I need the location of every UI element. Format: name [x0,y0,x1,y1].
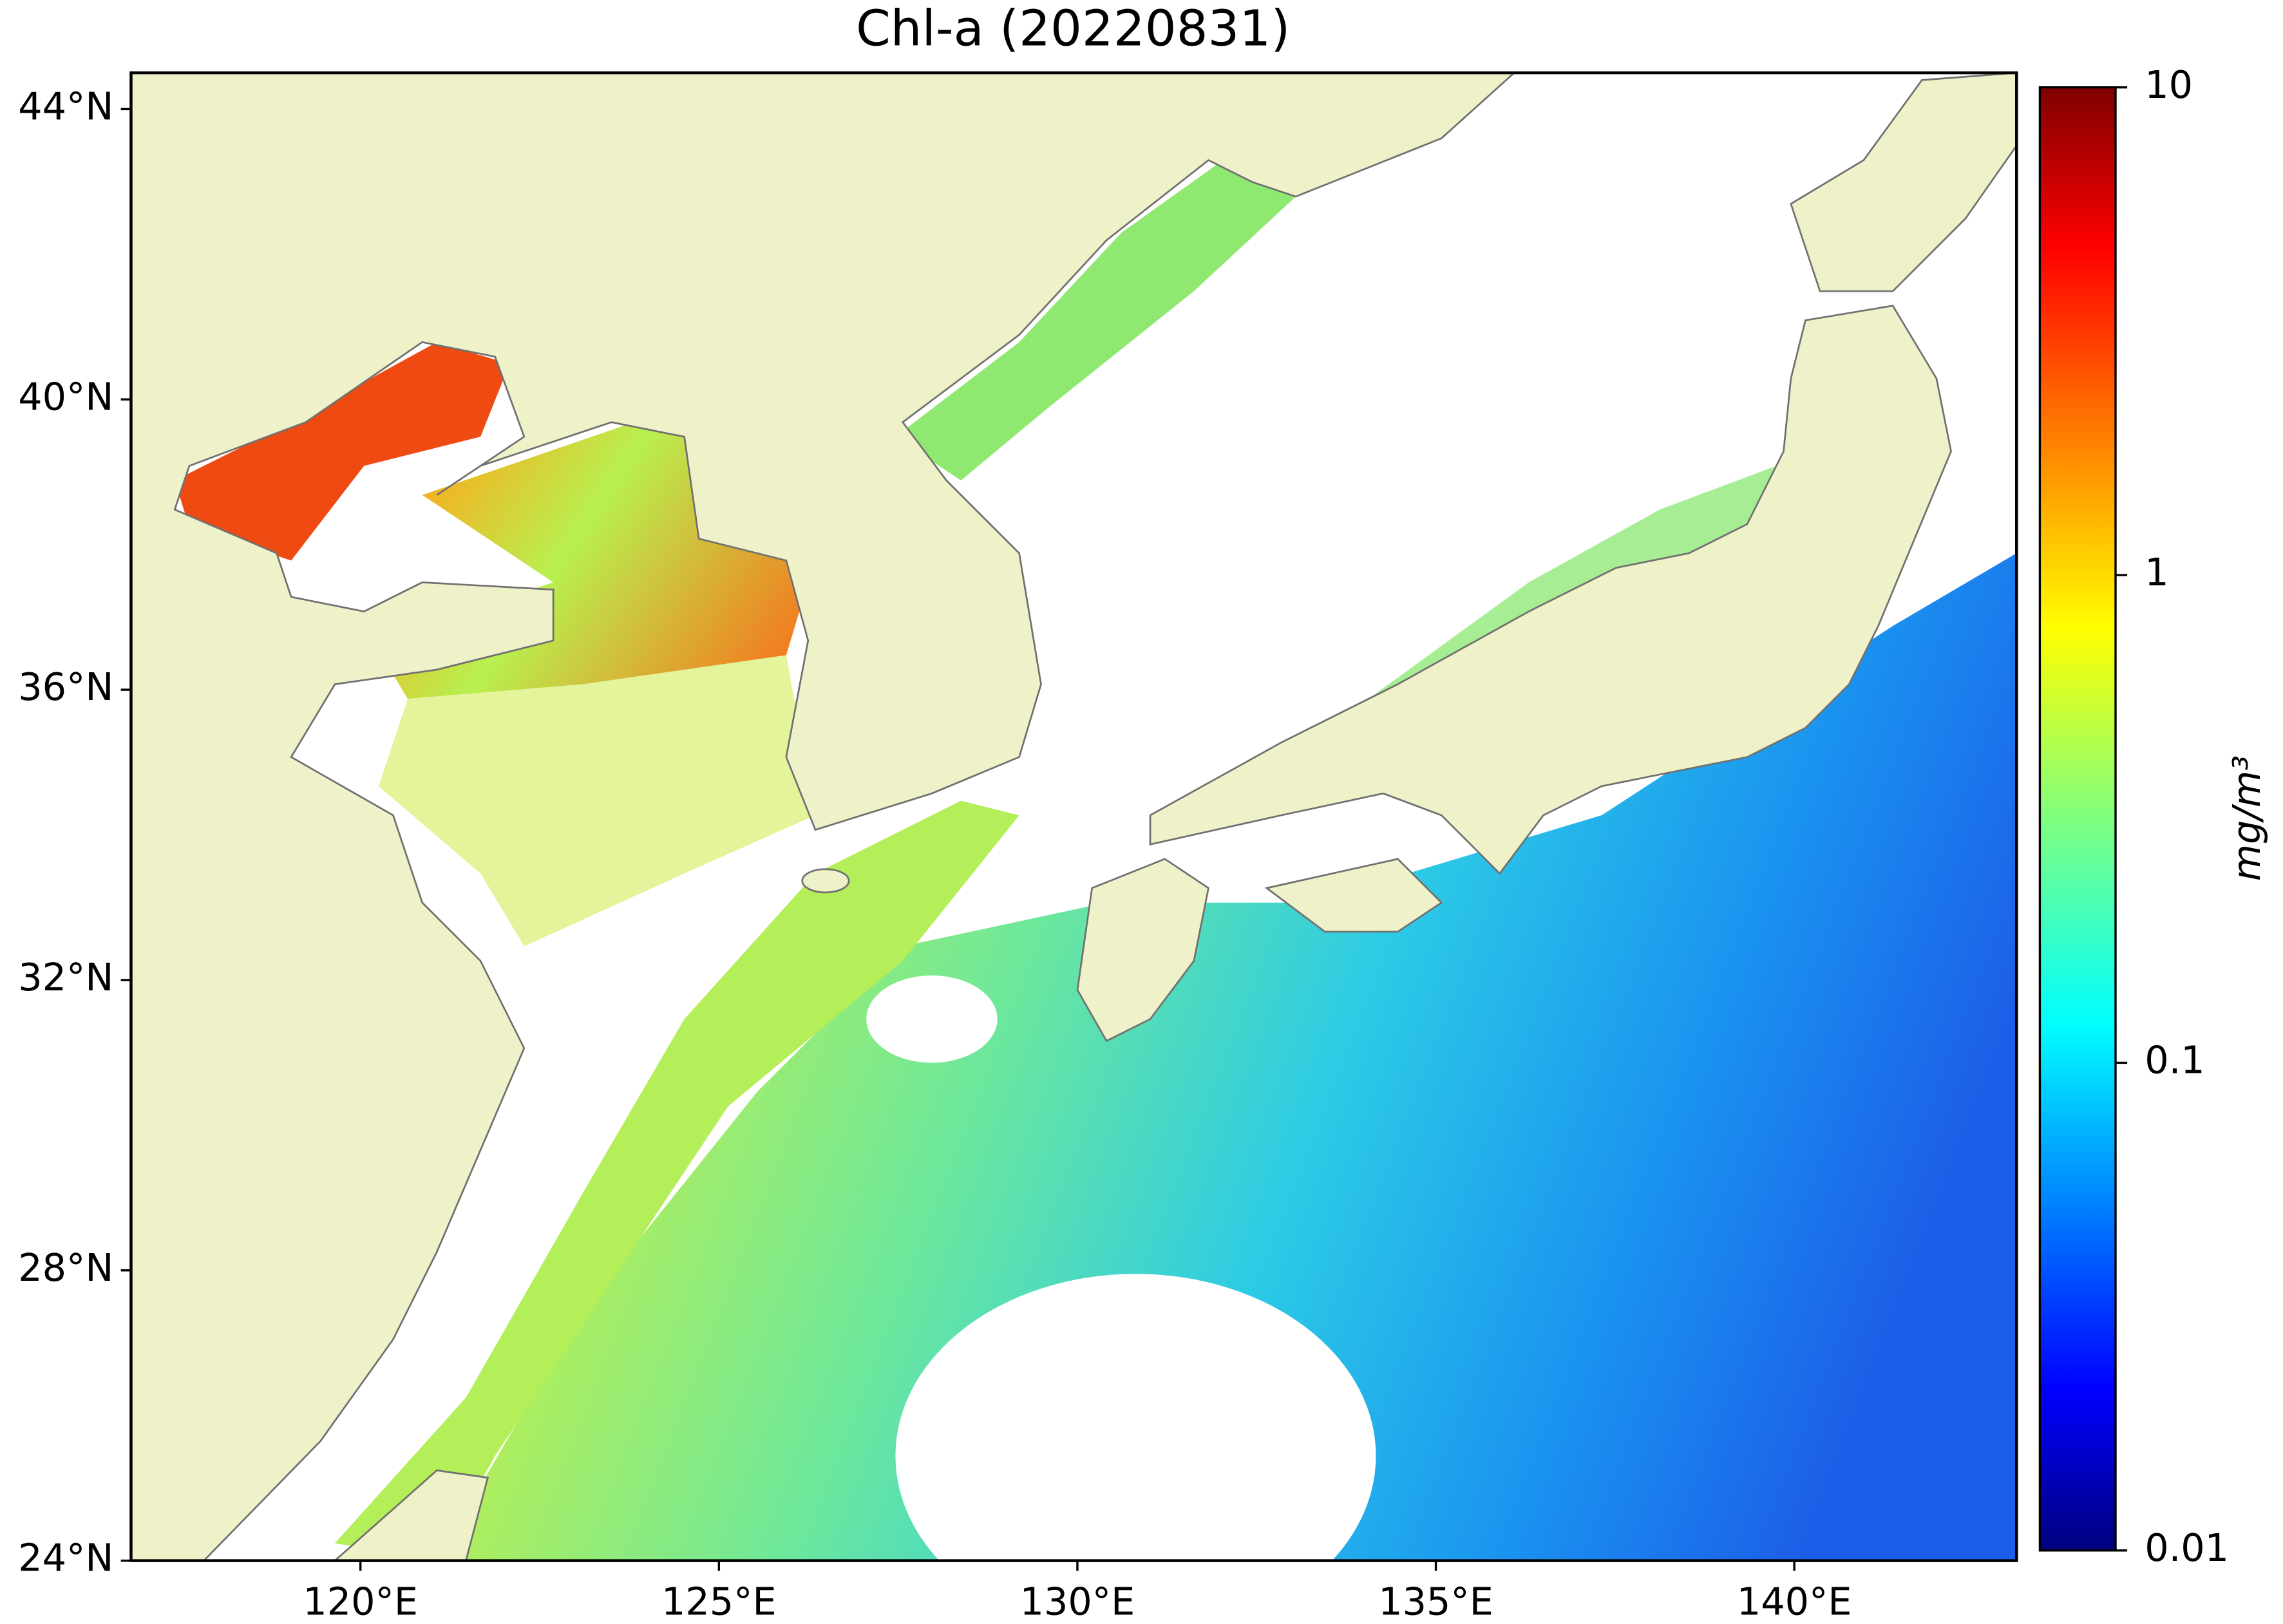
chlorophyll-field [334,800,1019,1561]
x-tick-label: 130°E [1020,1580,1135,1624]
chlorophyll-field [437,553,2017,1561]
land [1149,305,1952,875]
colorbar-label: mg/m³ [2224,755,2269,881]
chlorophyll-field [895,160,1296,481]
y-tick-label: 32°N [18,955,113,999]
land [333,1469,489,1561]
y-tick-label: 24°N [18,1536,113,1580]
y-tick-label: 40°N [18,374,113,419]
colorbar-tick-label: 0.1 [2145,1038,2204,1082]
chlorophyll-field [175,342,510,561]
y-tick-label: 28°N [18,1245,113,1290]
colorbar-tick-label: 0.01 [2145,1525,2229,1570]
land [1264,858,1443,933]
colorbar-tick-label: 10 [2145,62,2193,107]
x-tick-label: 125°E [661,1580,777,1624]
x-tick-label: 135°E [1378,1580,1493,1624]
land [1076,858,1210,1043]
chlorophyll-field [1369,466,1777,699]
colorbar-tick-label: 1 [2145,550,2168,594]
y-tick-label: 36°N [18,665,113,709]
map-frame [129,71,2018,1562]
x-tick-label: 120°E [303,1580,418,1624]
land [1790,73,2017,292]
colorbar [2038,86,2117,1552]
land [131,73,1516,1561]
map-area [131,73,2017,1561]
x-tick-label: 140°E [1737,1580,1852,1624]
cloud-mask [866,975,998,1063]
y-tick-label: 44°N [18,84,113,129]
map-title: Chl-a (20220831) [856,1,1290,58]
chlorophyll-field [378,655,816,947]
land [801,868,850,894]
cloud-mask [895,1274,1376,1561]
